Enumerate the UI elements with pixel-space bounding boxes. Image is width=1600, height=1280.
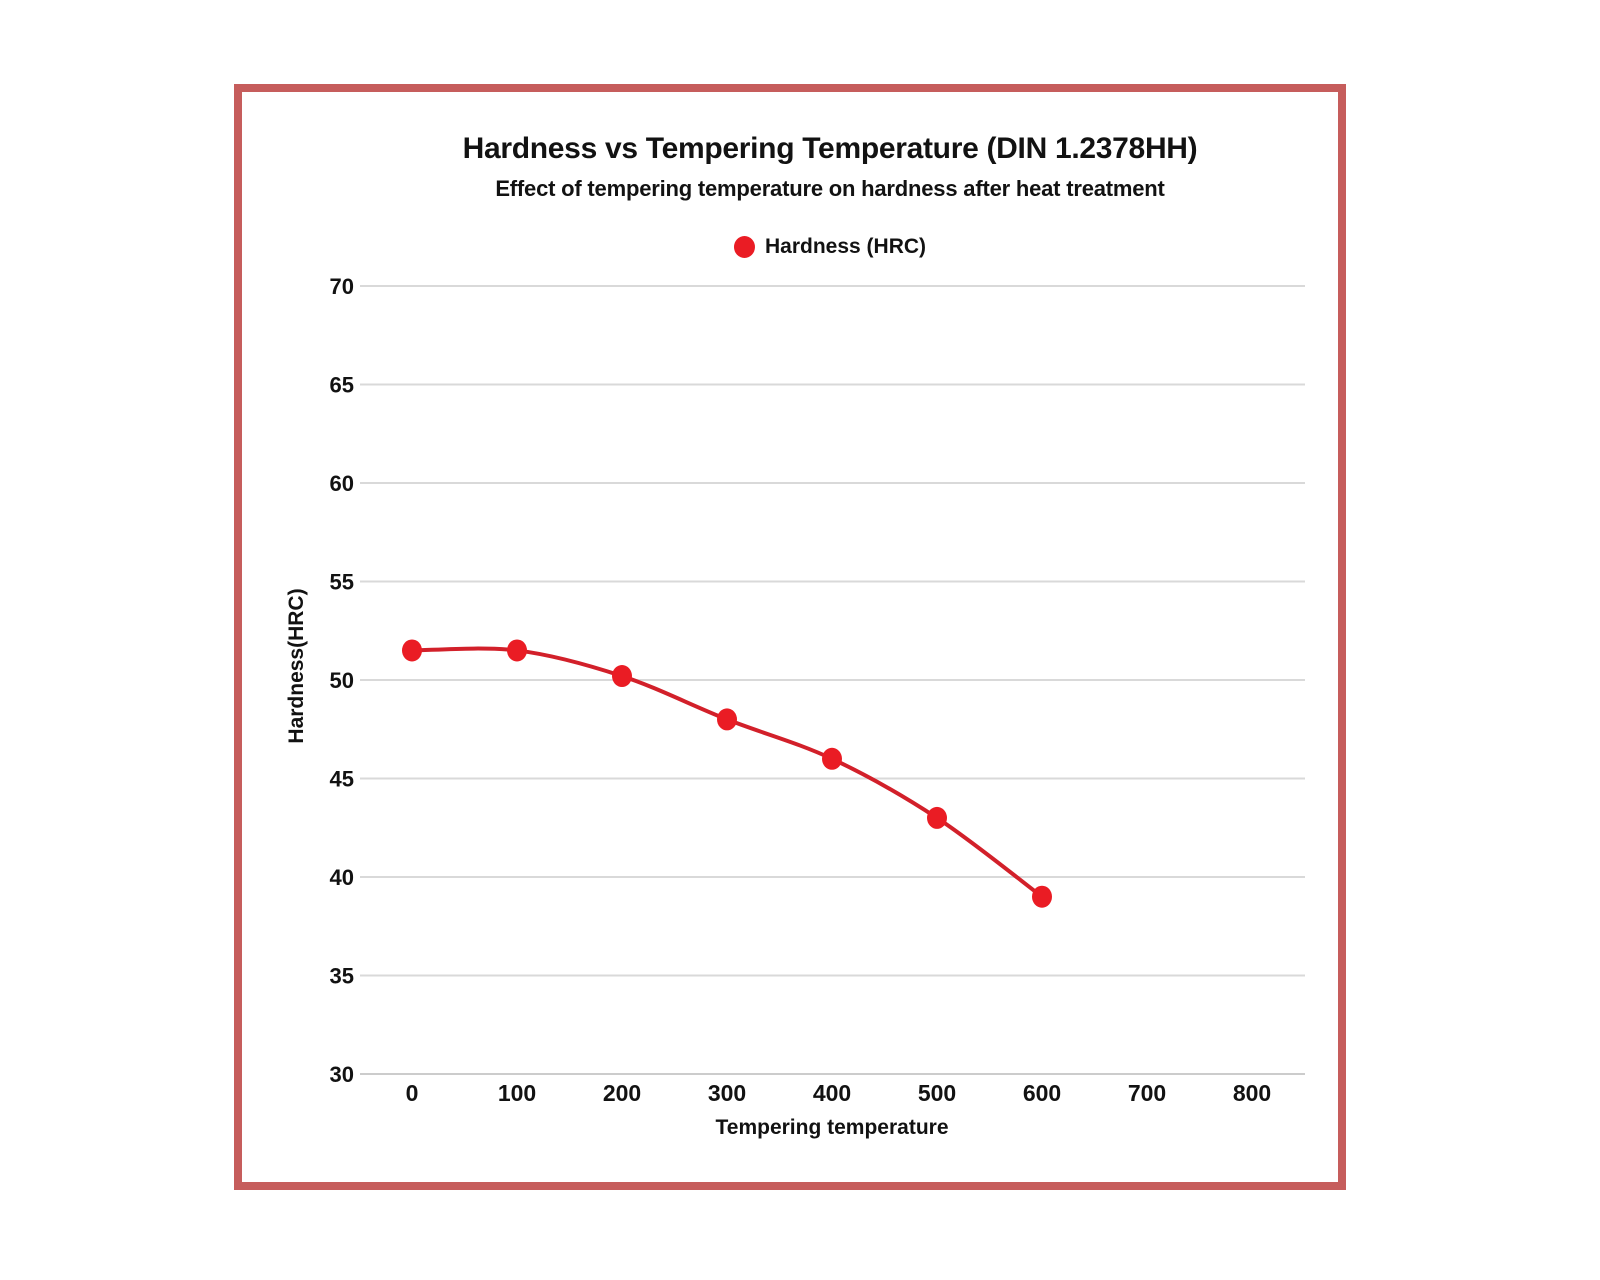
y-axis-tick-label: 45 (330, 767, 354, 792)
data-point-marker (402, 639, 422, 662)
x-axis-tick-label: 400 (813, 1080, 851, 1106)
x-axis-tick-label: 300 (708, 1080, 746, 1106)
data-point-marker (822, 747, 842, 770)
legend-marker-icon (733, 236, 755, 258)
chart-title: Hardness vs Tempering Temperature (DIN 1… (462, 132, 1198, 165)
y-axis-tick-label: 70 (330, 274, 354, 299)
y-axis-tick-label: 40 (330, 865, 354, 890)
chart-card: Hardness vs Tempering Temperature (DIN 1… (234, 84, 1346, 1190)
hardness-curve (410, 646, 1044, 899)
data-point-marker (927, 806, 947, 829)
data-point-marker (1032, 885, 1052, 908)
y-axis-tick-label: 30 (330, 1062, 354, 1087)
x-axis-tick-label: 200 (603, 1080, 641, 1106)
data-point-marker (507, 639, 527, 662)
legend: Hardness (HRC) (733, 235, 927, 259)
y-axis-tick-label: 35 (330, 964, 354, 989)
y-axis-tick-label: 60 (330, 471, 354, 496)
y-axis-tick-label: 65 (330, 373, 354, 398)
legend-label: Hardness (HRC) (764, 235, 927, 258)
data-point-marker (717, 708, 737, 731)
y-axis-tick-label: 50 (330, 668, 354, 693)
x-axis-tick-label: 100 (498, 1080, 536, 1106)
x-axis-title: Tempering temperature (715, 1116, 949, 1139)
x-axis-tick-label: 800 (1233, 1080, 1271, 1106)
y-axis-title: Hardness(HRC) (285, 588, 308, 744)
x-axis-tick-label: 600 (1023, 1080, 1061, 1106)
x-axis-tick-label: 500 (918, 1080, 956, 1106)
chart-subtitle: Effect of tempering temperature on hardn… (495, 176, 1165, 201)
y-axis-tick-label: 55 (330, 570, 354, 595)
x-axis-tick-label: 700 (1128, 1080, 1166, 1106)
x-axis-tick-label: 0 (406, 1080, 419, 1106)
data-point-marker (612, 665, 632, 688)
